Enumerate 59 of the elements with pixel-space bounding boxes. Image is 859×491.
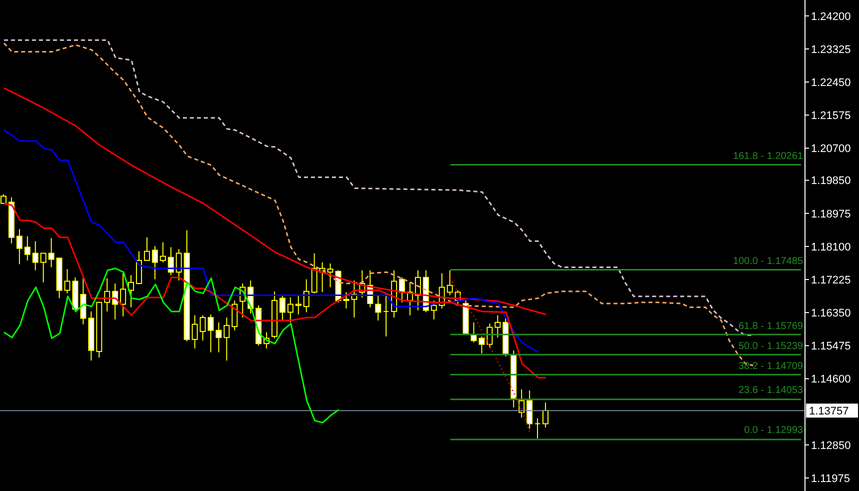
candlestick	[16, 228, 22, 265]
y-tick-label: 1.19850	[811, 175, 851, 188]
candlestick	[152, 246, 158, 280]
candlestick	[32, 240, 38, 271]
candlestick	[430, 300, 437, 320]
candlestick	[494, 314, 501, 338]
candlestick	[526, 390, 533, 430]
candlestick	[48, 238, 54, 268]
candlestick	[542, 402, 548, 428]
y-tick-label: 1.23325	[811, 44, 851, 56]
candlestick	[128, 274, 134, 308]
y-tick-label: 1.22450	[811, 76, 851, 89]
candlestick	[80, 278, 86, 325]
annotation: 61.8 - 1.15769	[738, 320, 803, 333]
y-tick-label: 1.18975	[811, 208, 851, 220]
candlestick	[224, 317, 230, 362]
candlestick	[518, 388, 525, 418]
candlestick	[534, 418, 541, 439]
y-tick-label: 1.11975	[811, 472, 850, 485]
line-series	[3, 268, 340, 424]
y-tick-label: 1.18100	[811, 241, 851, 254]
candlestick	[446, 270, 453, 296]
candlestick	[168, 246, 174, 276]
candlestick	[311, 252, 318, 294]
candlestick	[144, 236, 150, 261]
candlestick	[295, 294, 302, 315]
y-tick-label: 1.21575	[811, 110, 851, 122]
annotation: 23.6 - 1.14053	[738, 385, 803, 398]
candlestick	[486, 323, 493, 348]
annotation: 100.0 - 1.17485	[732, 256, 803, 268]
y-tick-label: 1.20700	[811, 143, 851, 156]
y-tick-label: 1.12850	[811, 440, 851, 452]
candlestick	[120, 272, 126, 317]
candlestick	[279, 294, 286, 322]
candlestick	[40, 252, 46, 283]
annotation: 0.0 - 1.12993	[744, 425, 803, 438]
candlestick	[383, 292, 390, 337]
candlestick	[303, 278, 310, 313]
candlestick	[24, 236, 30, 261]
candlestick	[375, 294, 382, 322]
y-tick-label: 1.17225	[811, 274, 851, 286]
line-series	[3, 129, 539, 354]
candlestick	[160, 242, 166, 263]
y-tick-label: 1.24200	[811, 10, 851, 23]
candlestick	[176, 248, 182, 281]
candlestick	[478, 336, 485, 354]
candlestick	[216, 322, 222, 353]
candlestick	[327, 262, 334, 288]
annotation: 161.8 - 1.20261	[732, 150, 803, 163]
y-tick-label: 1.14600	[811, 374, 851, 386]
candlestick	[112, 282, 118, 320]
annotation: 50.0 - 1.15239	[738, 340, 803, 353]
candlestick	[232, 300, 238, 331]
ref-line-label: 1.13757	[809, 406, 849, 418]
candlestick	[287, 296, 294, 323]
annotation: 38.2 - 1.14709	[738, 360, 803, 373]
y-tick-label: 1.15475	[811, 340, 851, 353]
candlestick	[192, 314, 198, 349]
y-tick-label: 1.16350	[811, 307, 851, 320]
